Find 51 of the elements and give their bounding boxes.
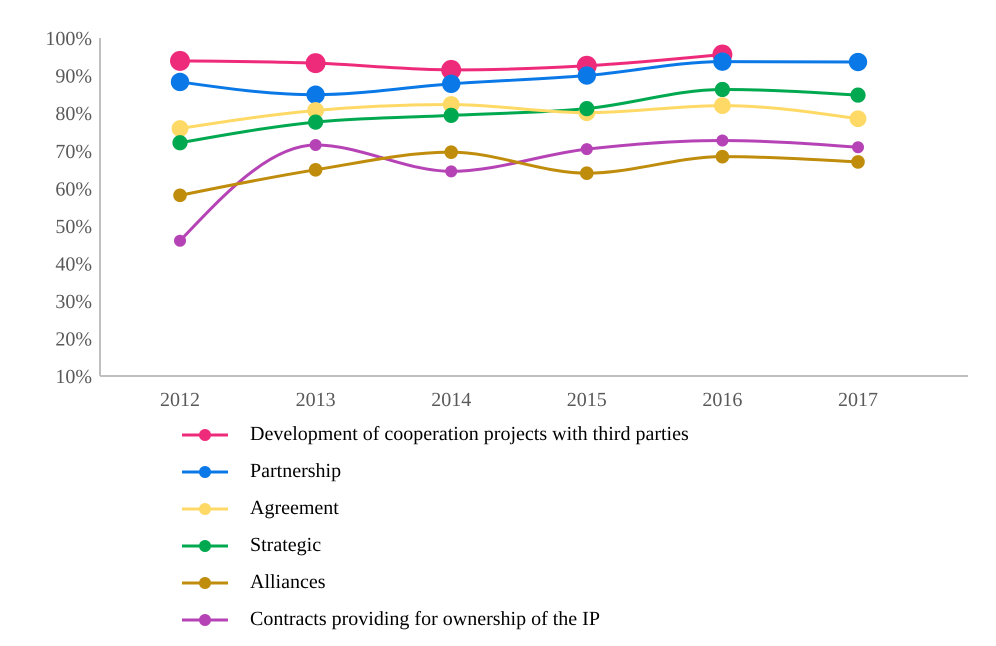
y-tick-label: 50% xyxy=(55,216,92,238)
legend-label: Contracts providing for ownership of the IP xyxy=(250,608,600,631)
x-tick-label: 2017 xyxy=(838,389,878,412)
point xyxy=(580,166,594,180)
point xyxy=(716,134,728,147)
point xyxy=(170,72,190,92)
x-tick-label: 2016 xyxy=(702,389,742,412)
point xyxy=(170,50,190,71)
y-tick-label: 30% xyxy=(55,290,92,313)
y-tick-label: 70% xyxy=(55,140,92,163)
y-tick-label: 90% xyxy=(55,66,92,88)
y-tick-label: 60% xyxy=(55,178,92,200)
point xyxy=(172,135,188,150)
x-tick-label: 2013 xyxy=(296,389,336,412)
point xyxy=(714,82,730,98)
point xyxy=(306,53,326,74)
point xyxy=(850,110,866,128)
point xyxy=(716,150,730,164)
point xyxy=(310,139,322,152)
point xyxy=(306,86,325,104)
legend-label: Development of cooperation projects with third parties xyxy=(250,423,689,446)
y-tick-label: 80% xyxy=(55,103,92,126)
point xyxy=(444,145,458,159)
point xyxy=(714,97,731,114)
point xyxy=(445,165,458,178)
legend-label: Strategic xyxy=(250,534,322,557)
y-tick-label: 100% xyxy=(45,28,92,50)
point xyxy=(852,141,864,154)
point xyxy=(851,155,865,169)
point xyxy=(173,188,187,202)
point xyxy=(713,52,732,71)
legend-label: Alliances xyxy=(250,571,326,594)
y-tick-label: 20% xyxy=(55,328,92,351)
legend-label: Agreement xyxy=(250,497,339,520)
y-tick-label: 10% xyxy=(55,366,92,388)
y-tick-label: 40% xyxy=(55,253,92,276)
point xyxy=(580,143,593,156)
point xyxy=(172,120,188,137)
x-tick-label: 2012 xyxy=(160,389,200,412)
point xyxy=(308,114,324,130)
point xyxy=(308,163,322,177)
point xyxy=(174,234,186,247)
point xyxy=(444,108,459,123)
x-tick-label: 2014 xyxy=(431,389,472,412)
point xyxy=(442,74,460,94)
legend-label: Partnership xyxy=(250,460,342,483)
point xyxy=(848,52,868,72)
x-tick-label: 2015 xyxy=(566,389,607,412)
point xyxy=(850,87,866,103)
point xyxy=(579,101,594,116)
point xyxy=(578,66,596,85)
